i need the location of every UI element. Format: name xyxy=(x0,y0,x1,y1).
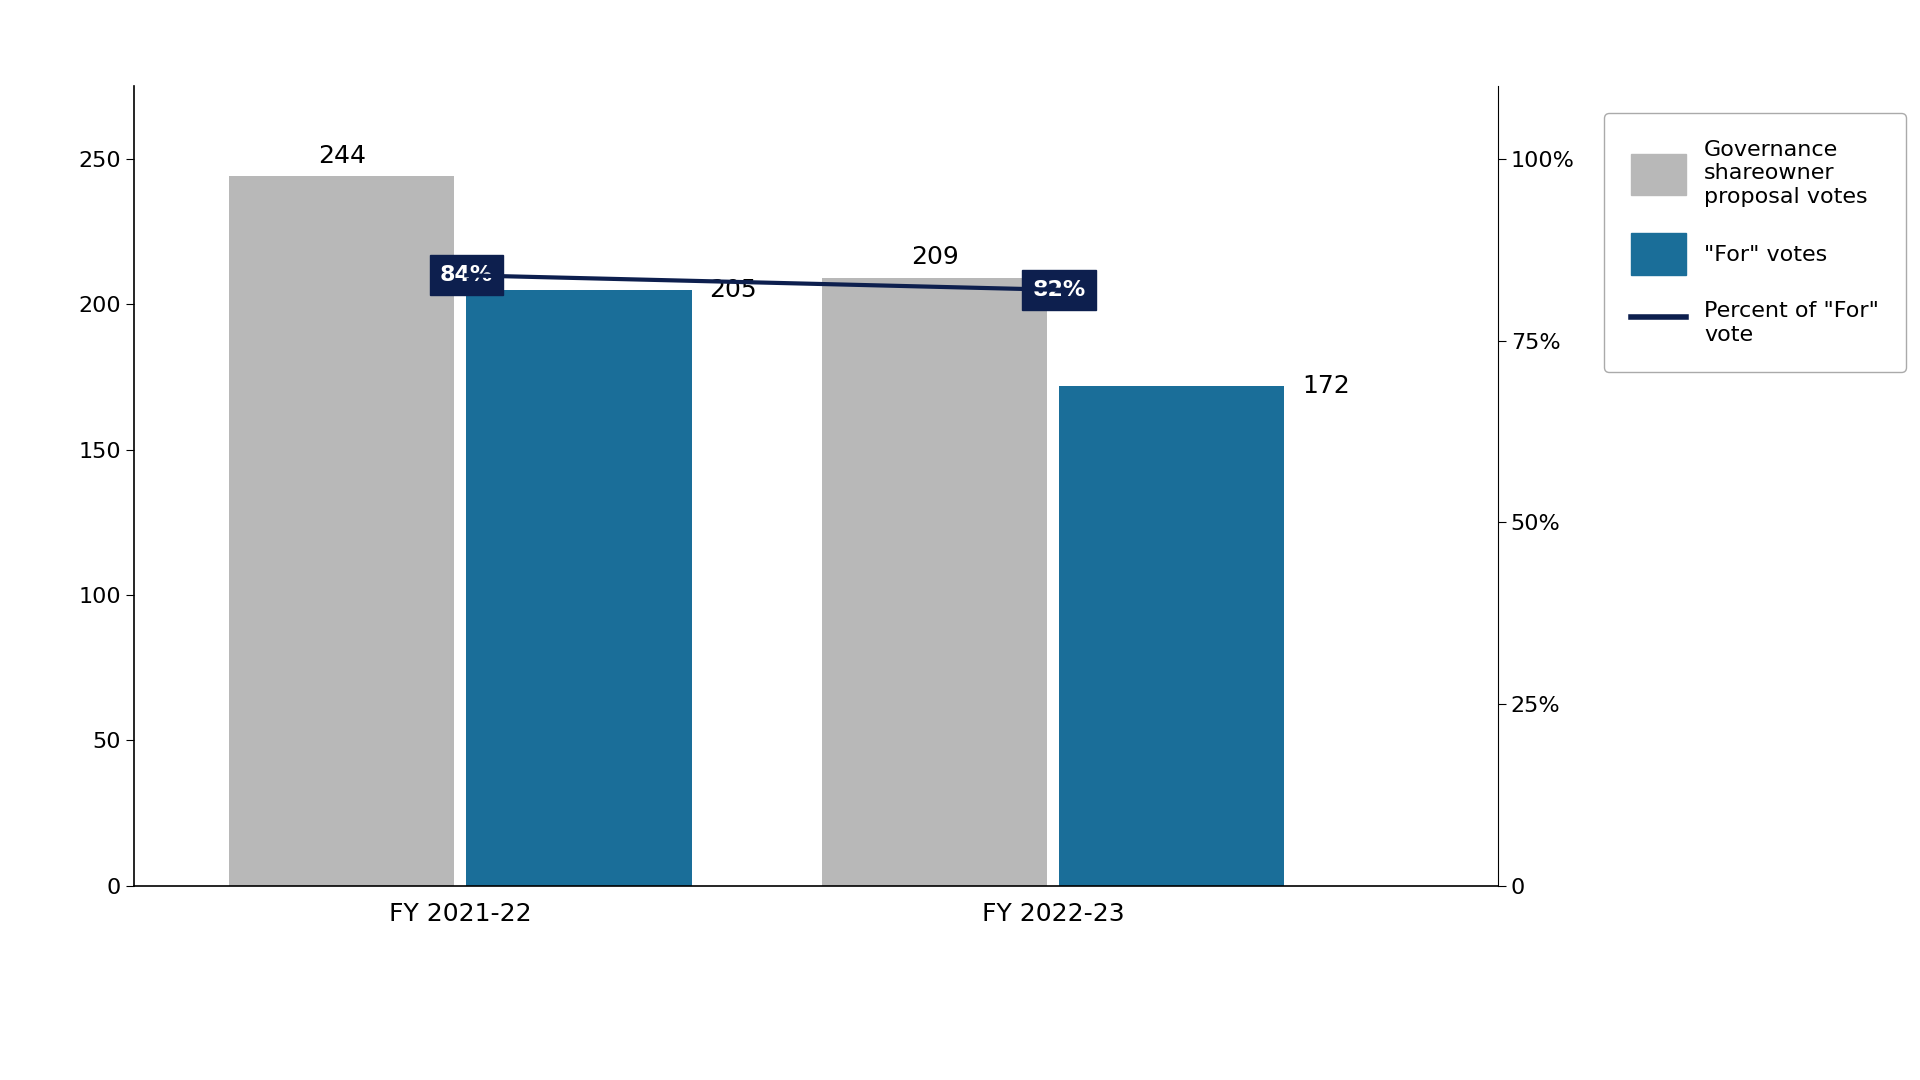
Bar xyxy=(822,279,1046,886)
Text: 82%: 82% xyxy=(1033,280,1085,300)
Bar xyxy=(1060,386,1284,886)
Legend: Governance
shareowner
proposal votes, "For" votes, Percent of "For"
vote: Governance shareowner proposal votes, "F… xyxy=(1603,113,1907,372)
Bar xyxy=(467,289,691,886)
Text: 84%: 84% xyxy=(440,266,493,285)
Text: 244: 244 xyxy=(319,144,367,167)
Text: 205: 205 xyxy=(708,278,756,301)
Bar xyxy=(228,176,455,886)
Text: 172: 172 xyxy=(1302,374,1350,397)
Text: 209: 209 xyxy=(910,245,958,270)
